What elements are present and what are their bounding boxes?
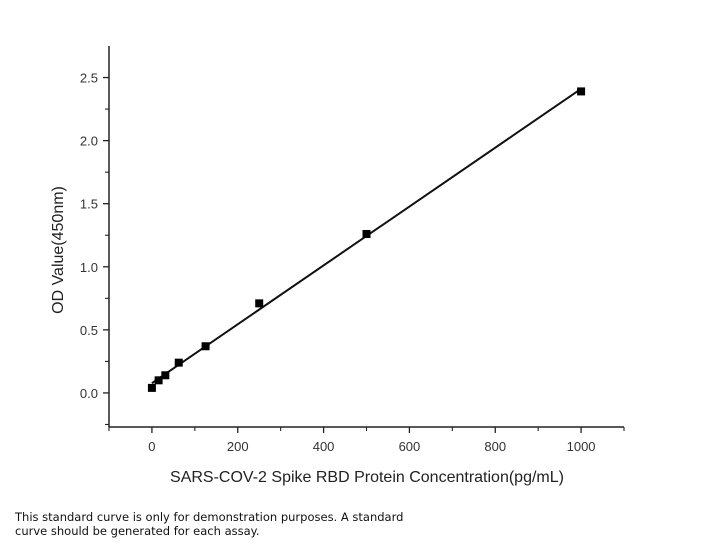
data-point [161,371,170,380]
data-point [577,87,586,96]
y-axis-title: OD Value(450nm) [50,186,67,314]
x-axis-title: SARS-COV-2 Spike RBD Protein Concentrati… [170,469,564,486]
y-tick-label: 0.0 [80,386,98,401]
data-point [147,383,156,392]
y-tick-label: 1.0 [80,260,98,275]
data-point [201,342,210,351]
x-tick-label: 400 [313,439,335,454]
standard-curve-chart: 0 200 400 600 800 1000 0.0 0.5 1.0 1.5 2.0 2.5 SARS… [50,46,625,486]
ticks: 0 200 400 600 800 1000 0.0 0.5 1.0 1.5 2.0 2.5 [80,71,625,454]
footnote-line-2: curve should be generated for each assay… [15,524,260,538]
x-tick-label: 800 [484,439,506,454]
footnote: This standard curve is only for demonstr… [15,510,455,538]
x-tick-label: 600 [399,439,421,454]
x-tick-label: 200 [227,439,249,454]
x-tick-label: 1000 [567,439,596,454]
data-point [174,358,183,367]
y-tick-label: 1.5 [80,197,98,212]
data-points [147,87,586,392]
data-point [362,229,371,238]
x-tick-label: 0 [148,439,155,454]
y-tick-label: 0.5 [80,323,98,338]
footnote-line-1: This standard curve is only for demonstr… [15,510,404,524]
data-point [255,299,264,308]
y-tick-label: 2.0 [80,134,98,149]
data-point [154,376,163,385]
y-tick-label: 2.5 [80,71,98,86]
